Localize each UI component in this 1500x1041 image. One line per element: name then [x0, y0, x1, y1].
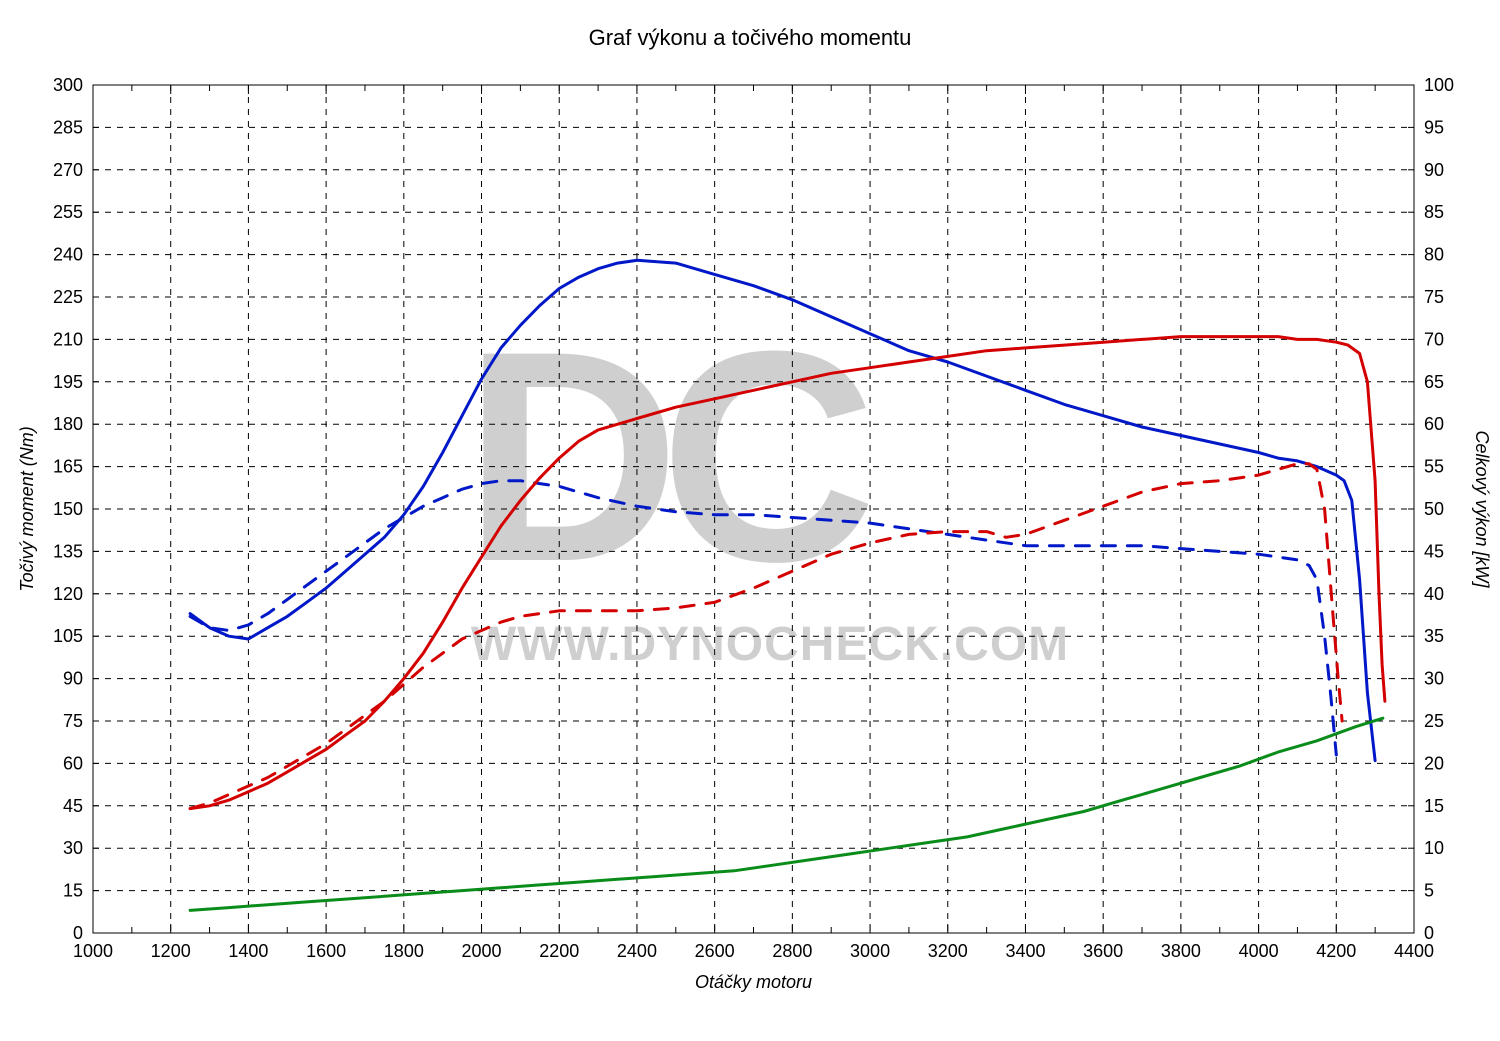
y-right-tick-labels: 0 5 10 15 20 25 30 35 40 45 50 55 60 65 70 75 80 85 90 95 10… [1424, 75, 1454, 943]
y-left-tick: 150 [53, 499, 83, 519]
x-tick: 2800 [772, 941, 812, 961]
dyno-chart-root: { "title": "Graf výkonu a točivého momen… [0, 0, 1500, 1041]
y-right-tick: 95 [1424, 117, 1444, 137]
y-left-tick: 240 [53, 245, 83, 265]
y-right-tick: 90 [1424, 160, 1444, 180]
x-tick: 2600 [695, 941, 735, 961]
x-tick: 2000 [462, 941, 502, 961]
y-left-tick: 90 [63, 669, 83, 689]
x-tick: 3600 [1083, 941, 1123, 961]
y-right-tick: 80 [1424, 245, 1444, 265]
watermark-url: WWW.DYNOCHECK.COM [471, 618, 1069, 671]
dyno-chart-svg: Graf výkonu a točivého momentu DC WWW.DY… [0, 0, 1500, 1041]
y-right-axis-label: Celkový výkon [kW] [1472, 430, 1492, 588]
y-right-tick: 70 [1424, 329, 1444, 349]
y-left-tick: 225 [53, 287, 83, 307]
x-tick: 4000 [1239, 941, 1279, 961]
y-right-tick: 100 [1424, 75, 1454, 95]
y-right-tick: 5 [1424, 881, 1434, 901]
y-left-tick: 60 [63, 753, 83, 773]
y-left-tick: 300 [53, 75, 83, 95]
y-left-tick: 165 [53, 457, 83, 477]
x-tick: 1400 [228, 941, 268, 961]
x-tick: 4400 [1394, 941, 1434, 961]
y-left-tick: 30 [63, 838, 83, 858]
chart-title: Graf výkonu a točivého momentu [589, 25, 912, 50]
x-tick-labels: 1000 1200 1400 1600 1800 2000 2200 2400 2600 2800… [73, 941, 1434, 961]
x-tick: 1600 [306, 941, 346, 961]
y-left-tick: 75 [63, 711, 83, 731]
y-left-tick: 195 [53, 372, 83, 392]
y-right-tick: 20 [1424, 753, 1444, 773]
x-tick: 1200 [151, 941, 191, 961]
x-tick: 3200 [928, 941, 968, 961]
y-left-tick: 135 [53, 541, 83, 561]
watermark: DC WWW.DYNOCHECK.COM [463, 288, 1069, 671]
y-right-tick: 35 [1424, 626, 1444, 646]
y-right-tick: 40 [1424, 584, 1444, 604]
y-left-tick: 105 [53, 626, 83, 646]
y-right-tick: 50 [1424, 499, 1444, 519]
y-left-tick: 0 [73, 923, 83, 943]
y-left-tick: 285 [53, 117, 83, 137]
y-left-axis-label: Točivý moment (Nm) [17, 426, 37, 591]
y-left-tick: 180 [53, 414, 83, 434]
x-axis-label: Otáčky motoru [695, 972, 812, 992]
y-right-tick: 55 [1424, 457, 1444, 477]
x-tick: 3400 [1005, 941, 1045, 961]
y-right-tick: 0 [1424, 923, 1434, 943]
x-tick: 2400 [617, 941, 657, 961]
y-left-tick-labels: 0 15 30 45 60 75 90 105 120 135 150 165 180 195 210 225… [53, 75, 83, 943]
x-tick: 1800 [384, 941, 424, 961]
gridlines [93, 85, 1414, 933]
y-left-tick: 15 [63, 881, 83, 901]
series-wheel_power [190, 718, 1383, 910]
y-right-tick: 30 [1424, 669, 1444, 689]
y-left-tick: 270 [53, 160, 83, 180]
y-left-tick: 255 [53, 202, 83, 222]
x-tick: 2200 [539, 941, 579, 961]
x-tick: 4200 [1316, 941, 1356, 961]
y-right-tick: 25 [1424, 711, 1444, 731]
y-right-tick: 60 [1424, 414, 1444, 434]
y-right-tick: 45 [1424, 541, 1444, 561]
y-left-tick: 120 [53, 584, 83, 604]
watermark-logo: DC [463, 288, 871, 624]
y-left-tick: 45 [63, 796, 83, 816]
y-right-tick: 65 [1424, 372, 1444, 392]
x-tick: 3800 [1161, 941, 1201, 961]
y-right-tick: 85 [1424, 202, 1444, 222]
y-right-tick: 75 [1424, 287, 1444, 307]
y-left-tick: 210 [53, 329, 83, 349]
y-right-tick: 10 [1424, 838, 1444, 858]
x-tick: 1000 [73, 941, 113, 961]
y-right-tick: 15 [1424, 796, 1444, 816]
x-tick: 3000 [850, 941, 890, 961]
